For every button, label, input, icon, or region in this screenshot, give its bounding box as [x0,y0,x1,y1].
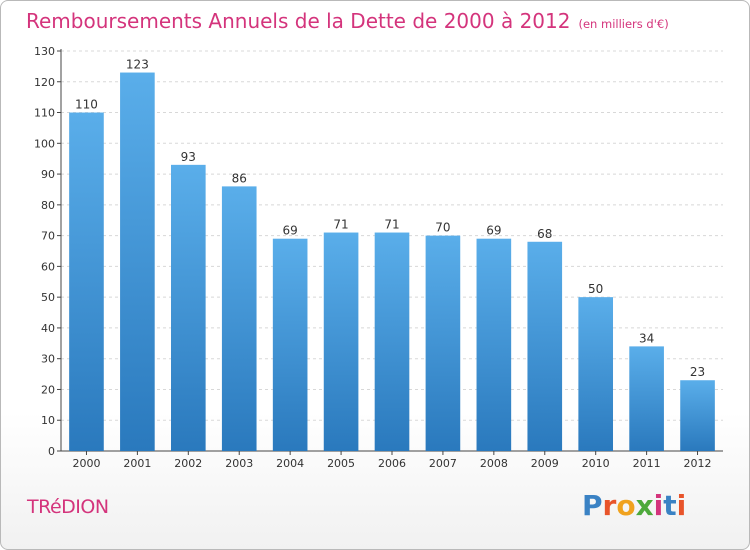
logo-letter: o [616,489,636,522]
chart-title-text: Remboursements Annuels de la Dette de 20… [26,9,571,33]
x-tick-label: 2004 [276,457,304,470]
data-label: 69 [283,224,298,238]
data-labels: 110 123 93 86 69 71 71 70 69 68 50 34 23 [75,58,705,380]
bars [69,72,715,452]
x-tick-label: 2012 [684,457,712,470]
bar-2012 [680,380,715,451]
data-label: 123 [126,58,149,72]
bar-2011 [629,346,664,451]
x-tick-label: 2010 [582,457,610,470]
y-tick-label: 30 [41,353,55,366]
y-tick-label: 0 [48,445,55,458]
data-label: 68 [537,227,552,241]
logo-letter: x [635,489,654,522]
logo-letter: r [602,489,617,522]
logo-letter: i [653,489,664,522]
y-tick-label: 10 [41,414,55,427]
bar-2004 [272,238,308,451]
y-tick-label: 90 [41,168,55,181]
x-tick-label: 2001 [123,457,151,470]
data-label: 69 [486,224,501,238]
x-tick-label: 2005 [327,457,355,470]
data-label: 70 [435,221,450,235]
data-label: 23 [690,365,705,379]
bar-2009 [527,241,563,451]
y-tick-label: 60 [41,260,55,273]
x-tick-label: 2008 [480,457,508,470]
bar-2000 [69,112,104,452]
x-tick-label: 2007 [429,457,457,470]
proxiti-logo: Proxiti [582,489,686,522]
y-tick-label: 120 [34,76,55,89]
bar-2003 [221,186,257,451]
logo-letter: i [676,489,687,522]
x-tick-label: 2009 [531,457,559,470]
commune-name: TRéDION [27,496,109,518]
y-tick-label: 40 [41,322,55,335]
chart-title: Remboursements Annuels de la Dette de 20… [26,7,669,38]
y-tick-label: 20 [41,383,55,396]
x-tick-label: 2000 [72,457,100,470]
bar-2005 [323,232,359,451]
y-tick-label: 80 [41,199,55,212]
logo-letter: t [663,489,677,522]
axes: 0 10 20 30 40 50 60 70 80 90 100 110 120 130 2000 2001 2… [34,45,723,470]
bar-2001 [120,72,155,452]
logo-letter: P [582,489,603,522]
y-tick-label: 110 [34,107,55,120]
y-tick-label: 130 [34,45,55,58]
data-label: 110 [75,98,98,112]
data-label: 86 [232,171,247,185]
y-tick-label: 50 [41,291,55,304]
data-label: 93 [181,150,196,164]
bar-2010 [578,297,614,451]
data-label: 50 [588,282,603,296]
x-tick-label: 2006 [378,457,406,470]
y-tick-label: 70 [41,230,55,243]
y-tick-label: 100 [34,137,55,150]
bar-2002 [170,164,206,451]
bar-2006 [374,232,410,451]
x-tick-label: 2003 [225,457,253,470]
x-tick-label: 2002 [174,457,202,470]
chart-subtitle: (en milliers d'€) [578,17,669,31]
data-label: 71 [333,218,348,232]
bar-2008 [476,238,512,451]
data-label: 71 [384,218,399,232]
x-tick-label: 2011 [633,457,661,470]
data-label: 34 [639,331,654,345]
bar-2007 [425,235,461,451]
